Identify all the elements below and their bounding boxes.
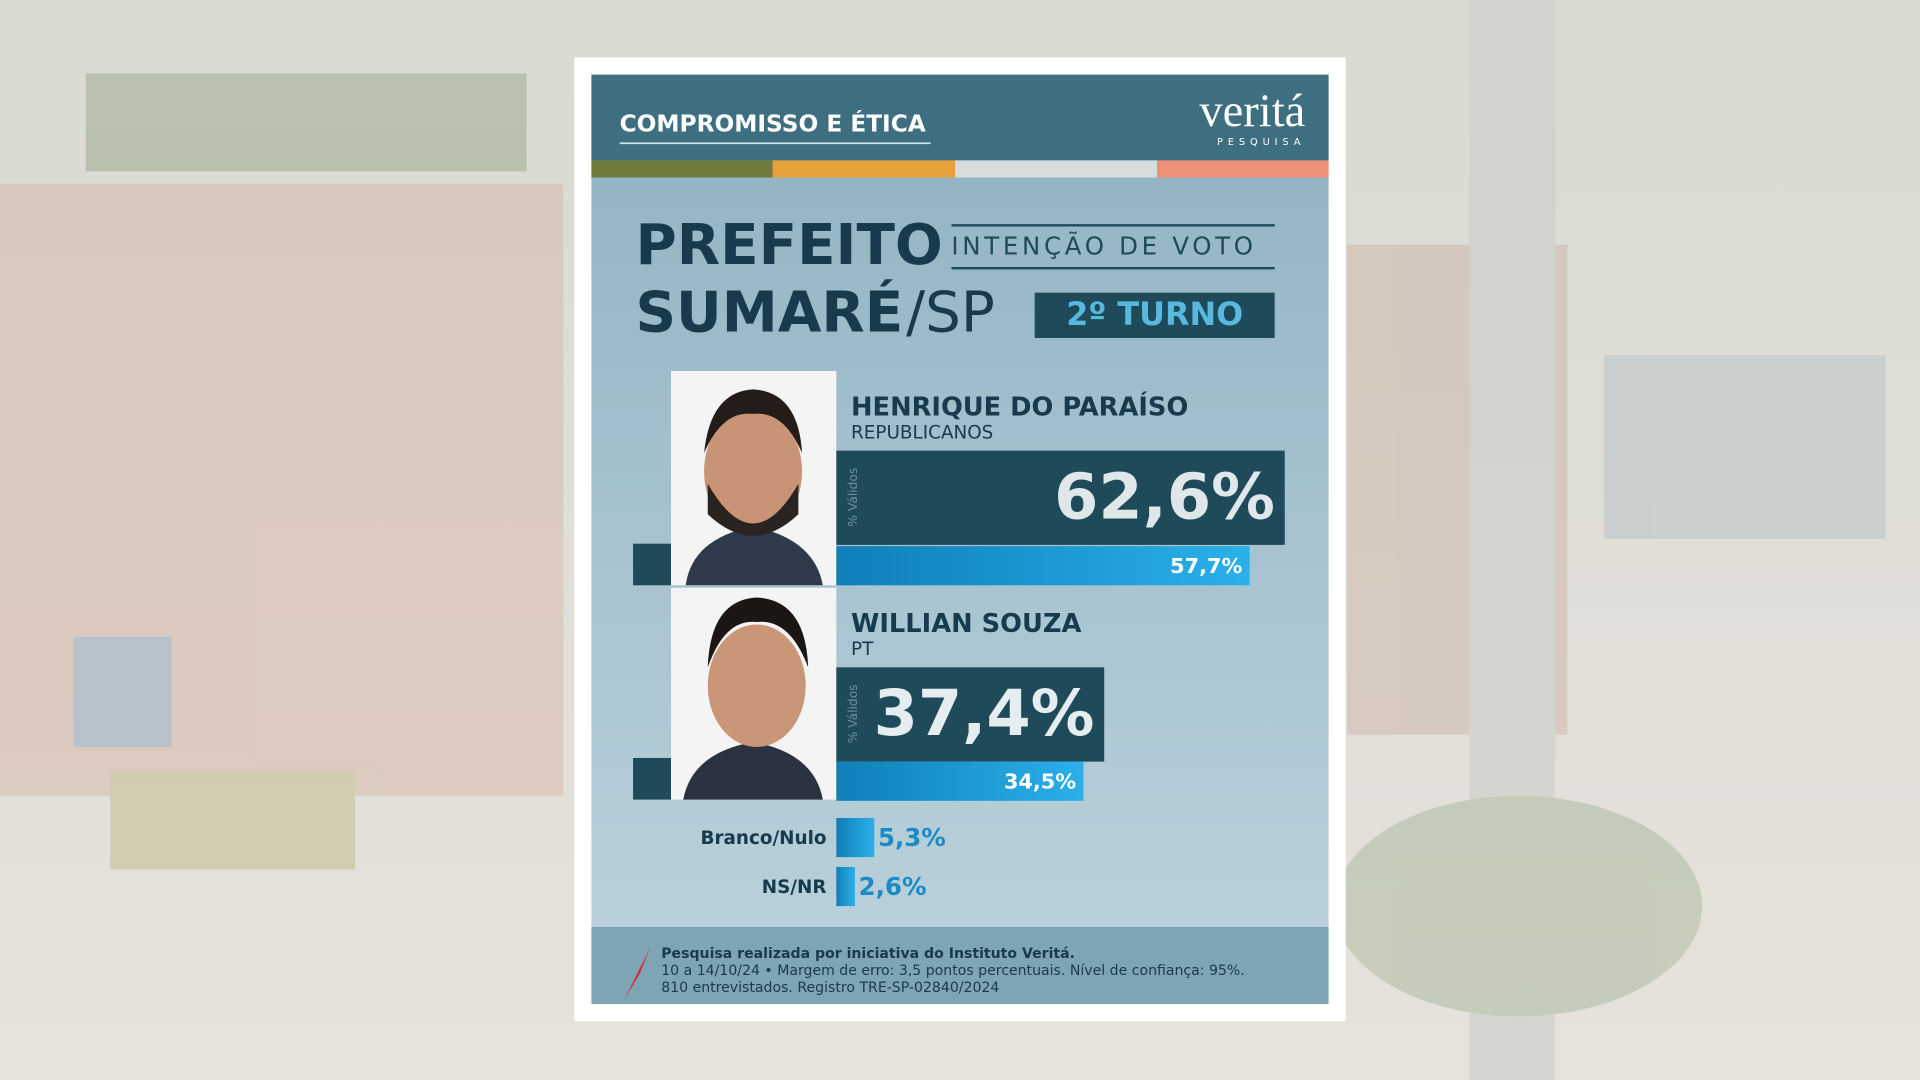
chart-title: PREFEITO — [636, 213, 943, 278]
bar — [836, 450, 1285, 545]
bar — [836, 546, 1250, 586]
bar — [836, 761, 1084, 801]
value-label: 62,6% — [1054, 460, 1275, 534]
value-label: 2,6% — [859, 872, 927, 901]
candidate-party: PT — [851, 639, 874, 660]
state: /SP — [906, 281, 995, 346]
city: SUMARÉ — [636, 278, 904, 346]
value-label: 5,3% — [878, 823, 946, 852]
footer-line: Pesquisa realizada por iniciativa do Ins… — [661, 946, 1075, 962]
stripe — [955, 160, 1158, 178]
photo-suit — [685, 526, 823, 586]
value-label: 57,7% — [1170, 554, 1242, 578]
stripe — [591, 160, 773, 178]
stripe — [1157, 160, 1329, 178]
tab — [633, 757, 672, 800]
candidate-name: HENRIQUE DO PARAÍSO — [851, 390, 1188, 422]
photo-face — [707, 624, 806, 747]
candidate-name: WILLIAN SOUZA — [851, 609, 1081, 639]
brand-sub: PESQUISA — [1217, 137, 1305, 148]
footer-icon — [624, 947, 651, 1000]
photo-hair — [707, 597, 809, 668]
round: 2º TURNO — [1066, 295, 1243, 333]
bar — [836, 667, 1105, 762]
footer-line: 810 entrevistados. Registro TRE-SP-02840… — [661, 980, 999, 996]
header-band — [591, 74, 1329, 161]
bar — [836, 817, 875, 858]
series-name: % Válidos — [846, 684, 860, 743]
photos — [633, 371, 837, 800]
stripe — [772, 160, 956, 178]
photo-beard — [707, 483, 799, 536]
candidate-party: REPUBLICANOS — [851, 422, 993, 443]
value-label: 34,5% — [1004, 769, 1076, 793]
brand: veritá — [1199, 86, 1305, 137]
bar — [836, 866, 855, 907]
category-label: Branco/Nulo — [700, 828, 826, 849]
photo-face — [704, 407, 803, 536]
tagline: COMPROMISSO E ÉTICA — [620, 109, 926, 137]
chart-subtitle: INTENÇÃO DE VOTO — [951, 230, 1256, 260]
tab — [633, 543, 672, 586]
footer-line: 10 a 14/10/24 • Margem de erro: 3,5 pont… — [661, 963, 1245, 979]
category-label: NS/NR — [762, 877, 827, 898]
round-box — [1034, 292, 1275, 338]
photo-suit — [683, 742, 823, 800]
series-name: % Válidos — [846, 468, 860, 527]
photo-hair — [704, 389, 803, 454]
footer-band — [591, 926, 1329, 1005]
value-label: 37,4% — [874, 677, 1095, 751]
